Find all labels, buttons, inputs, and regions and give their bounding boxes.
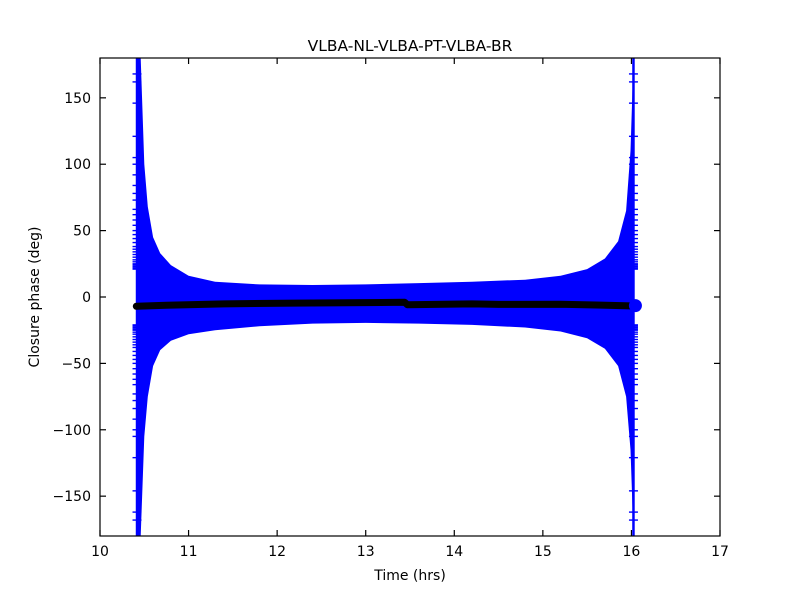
y-axis-label: Closure phase (deg) bbox=[27, 227, 43, 368]
chart-title: VLBA-NL-VLBA-PT-VLBA-BR bbox=[308, 37, 513, 55]
x-tick-label-14: 14 bbox=[445, 544, 463, 560]
x-tick-label-17: 17 bbox=[711, 544, 729, 560]
x-tick-label-11: 11 bbox=[180, 544, 198, 560]
raw-phase-envelope bbox=[137, 58, 634, 536]
y-tick-label-50: 50 bbox=[73, 224, 91, 240]
axes-layer: 10 11 12 13 14 15 16 17 −150 −100 −50 0 50 100 150 bbox=[53, 57, 729, 560]
x-tick-label-16: 16 bbox=[623, 544, 641, 560]
y-tick-label-0: 0 bbox=[82, 290, 91, 306]
x-tick-label-10: 10 bbox=[91, 544, 109, 560]
end-point-marker bbox=[628, 299, 642, 313]
y-tick-label-150: 150 bbox=[64, 91, 91, 107]
x-tick-label-15: 15 bbox=[534, 544, 552, 560]
data-layer bbox=[132, 58, 642, 536]
x-axis-label: Time (hrs) bbox=[373, 568, 446, 584]
y-tick-label-100: 100 bbox=[64, 157, 91, 173]
averaged-phase-line bbox=[132, 298, 640, 310]
y-tick-label-−100: −100 bbox=[53, 423, 91, 439]
y-tick-label-−50: −50 bbox=[61, 356, 91, 372]
x-tick-label-12: 12 bbox=[268, 544, 286, 560]
x-tick-label-13: 13 bbox=[357, 544, 375, 560]
y-tick-label-−150: −150 bbox=[53, 489, 91, 505]
